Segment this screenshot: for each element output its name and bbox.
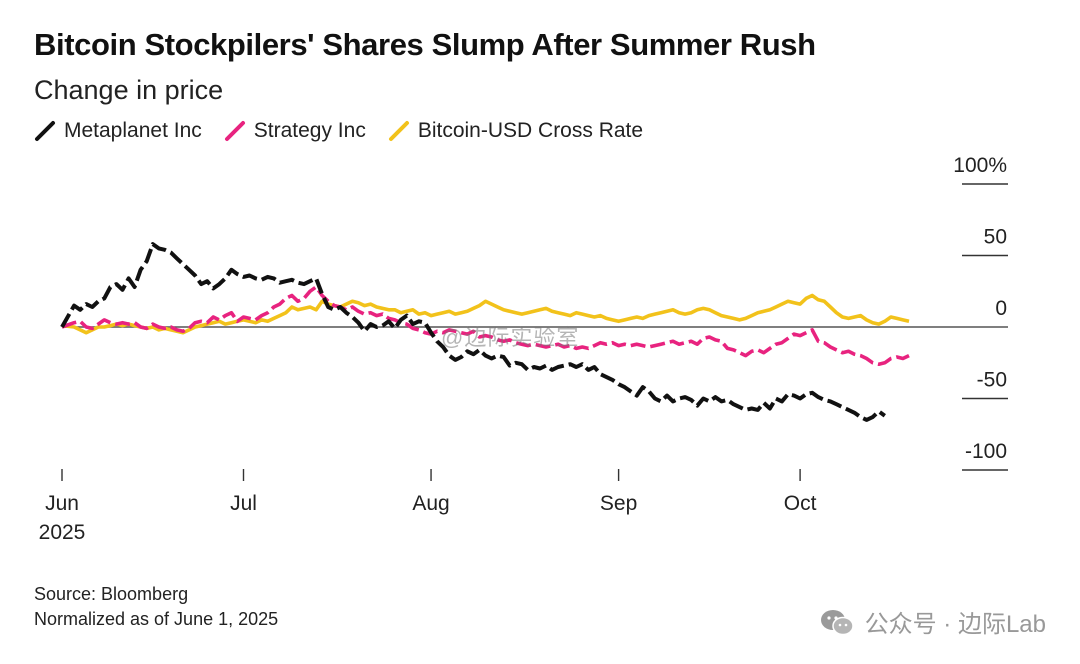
legend-swatch-strategy <box>224 121 245 141</box>
y-tick-label: 50 <box>984 226 1007 249</box>
chart-legend: Metaplanet Inc Strategy Inc Bitcoin-USD … <box>34 119 665 143</box>
legend-label-strategy: Strategy Inc <box>253 119 366 142</box>
series-line-metaplanet <box>60 242 886 422</box>
y-tick-label: 0 <box>995 297 1007 320</box>
x-year-label: 2025 <box>39 521 86 544</box>
x-tick-label: Sep <box>600 492 637 515</box>
chart-subtitle: Change in price <box>34 75 224 105</box>
legend-swatch-bitcoin <box>388 121 409 141</box>
y-tick-label: -50 <box>977 369 1007 392</box>
legend-item-strategy: Strategy Inc <box>224 119 366 143</box>
wechat-label: 公众号 · 边际Lab <box>864 611 1046 638</box>
y-tick-label: 100% <box>953 154 1007 177</box>
x-tick-label: Aug <box>412 492 449 515</box>
weibo-watermark: @边际实验室 <box>441 325 580 350</box>
y-tick-label: -100 <box>965 440 1007 463</box>
normalization-note: Normalized as of June 1, 2025 <box>34 609 279 629</box>
wechat-watermark: 公众号 · 边际Lab <box>819 604 1046 639</box>
x-tick-label: Jun <box>45 492 79 515</box>
source-note: Source: Bloomberg <box>34 584 189 604</box>
chart-footer: Source: Bloomberg Normalized as of June … <box>34 582 278 632</box>
legend-label-bitcoin: Bitcoin-USD Cross Rate <box>417 119 644 142</box>
x-tick-label: Oct <box>784 492 817 515</box>
legend-item-metaplanet: Metaplanet Inc <box>34 119 202 143</box>
series-line-strategy <box>61 285 910 367</box>
legend-label-metaplanet: Metaplanet Inc <box>64 119 202 142</box>
chart-title: Bitcoin Stockpilers' Shares Slump After … <box>34 27 816 62</box>
legend-swatch-metaplanet <box>35 121 55 141</box>
legend-item-bitcoin: Bitcoin-USD Cross Rate <box>388 119 643 143</box>
wechat-icon <box>820 609 854 635</box>
x-tick-label: Jul <box>230 492 257 515</box>
